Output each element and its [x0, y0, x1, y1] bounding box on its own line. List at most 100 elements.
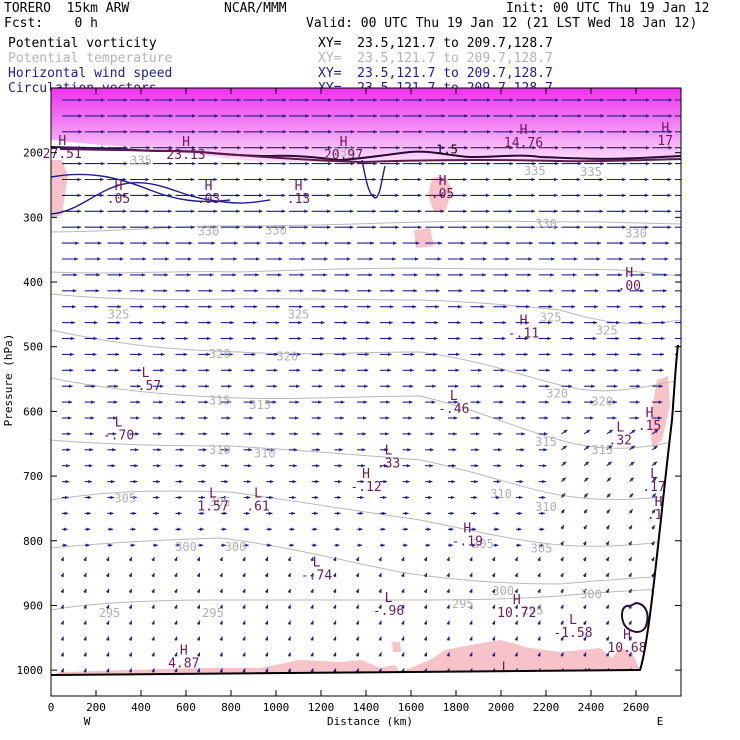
valid-time: Valid: 00 UTC Thu 19 Jan 12 (21 LST Wed …	[306, 16, 698, 31]
pv-contours	[51, 146, 681, 633]
theta-contour-label: 335	[524, 164, 546, 178]
extremum-value: .05	[107, 192, 130, 207]
theta-contour-label: 300	[175, 540, 197, 554]
high-marker: H	[340, 135, 348, 150]
extremum-value: -.96	[373, 604, 404, 619]
pv-shading-high-1	[428, 176, 452, 212]
theta-contour-label: 315	[209, 393, 231, 407]
low-marker: L	[313, 556, 321, 571]
field-xy-windspeed: XY= 23.5,121.7 to 209.7,128.7	[318, 66, 553, 81]
x-tick-label: 2600	[623, 701, 650, 714]
theta-contour-label: 300	[580, 587, 602, 601]
high-marker: H	[115, 179, 123, 194]
theta-contour-label: 330	[265, 223, 287, 237]
low-marker: L	[385, 591, 393, 606]
extremum-value: 27.51	[43, 147, 82, 162]
theta-contour-label: 305	[114, 492, 136, 506]
extremum-value: 23.13	[166, 148, 205, 163]
theta-contours	[51, 220, 681, 611]
y-tick-label: 900	[23, 599, 43, 612]
pv-shading-east	[650, 376, 670, 448]
extremum-value: .61	[246, 499, 269, 514]
x-axis-label: Distance (km)	[327, 715, 413, 728]
y-tick-label: 1000	[17, 664, 44, 677]
field-xy-pv: XY= 23.5,121.7 to 209.7,128.7	[318, 36, 553, 51]
theta-contour-label: 315	[535, 435, 557, 449]
extremum-value: -.19	[452, 534, 483, 549]
theta-contour-label: 310	[535, 500, 557, 514]
theta-contour-label: 325	[596, 324, 618, 338]
field-name-theta: Potential temperature	[8, 51, 173, 66]
circulation-vectors	[60, 98, 681, 673]
theta-contour-label: 325	[108, 307, 130, 321]
high-marker: H	[180, 644, 188, 659]
extremum-value: -.12	[350, 480, 381, 495]
theta-contour-label: 315	[249, 398, 271, 412]
x-tick-label: 2400	[578, 701, 605, 714]
theta-contour-label: 310	[254, 446, 276, 460]
theta-contour-label: 295	[99, 606, 121, 620]
high-marker: H	[58, 134, 66, 149]
terrain-profile	[50, 344, 681, 696]
west-label: W	[84, 715, 91, 728]
extremum-value: 10.68	[607, 641, 646, 656]
low-marker: L	[385, 444, 393, 459]
high-marker: H	[625, 266, 633, 281]
low-marker: L	[569, 613, 577, 628]
low-marker: L	[209, 486, 217, 501]
high-marker: H	[661, 121, 669, 136]
x-tick-label: 800	[221, 701, 241, 714]
extremum-value: .13	[287, 192, 310, 207]
theta-contour-label: 305	[209, 495, 231, 509]
pv-shading-small	[392, 642, 401, 652]
high-marker: H	[520, 123, 528, 138]
low-marker: L	[502, 660, 510, 675]
init-label: Init: 00 UTC Thu 19 Jan 12	[506, 1, 710, 16]
extremum-value: .03	[197, 192, 220, 207]
high-marker: H	[513, 593, 521, 608]
x-tick-label: 1200	[308, 701, 335, 714]
extremum-value: .17	[642, 480, 665, 495]
low-marker: L	[650, 467, 658, 482]
theta-contour-label: 310	[490, 487, 512, 501]
extremum-value: .15	[638, 419, 661, 434]
y-tick-label: 200	[23, 147, 43, 160]
high-marker: H	[439, 174, 447, 189]
theta-contour-label: 300	[225, 540, 247, 554]
y-tick-label: 300	[23, 211, 43, 224]
high-marker: H	[362, 467, 370, 482]
extremum-value: .32	[609, 433, 632, 448]
extremum-value: 1.57	[197, 499, 228, 514]
high-marker: H	[623, 628, 631, 643]
x-tick-label: 0	[48, 701, 55, 714]
pv-shading-surface	[51, 640, 650, 676]
pv-shading-high-2	[414, 228, 434, 248]
high-marker: H	[520, 314, 528, 329]
theta-contour-label: 300	[492, 584, 514, 598]
extremum-value: -.46	[438, 402, 469, 417]
low-marker: L	[142, 366, 150, 381]
extremum-value: -.11	[508, 327, 539, 342]
extremum-value: -.57	[130, 379, 161, 394]
high-marker: H	[655, 495, 663, 510]
theta-contour-label: 320	[591, 395, 613, 409]
east-label: E	[657, 715, 664, 728]
x-tick-label: 1000	[263, 701, 290, 714]
high-marker: H	[182, 135, 190, 150]
extremum-value: 17	[657, 134, 673, 149]
theta-contour-label: 295	[452, 597, 474, 611]
low-marker: L	[450, 389, 458, 404]
field-name-windspeed: Horizontal wind speed	[8, 66, 173, 81]
jet-core-shading	[51, 88, 681, 162]
theta-contour-label: 320	[209, 347, 231, 361]
theta-contour-label: 335	[130, 153, 152, 167]
theta-contour-label: 310	[209, 443, 231, 457]
theta-contour-label: 330	[198, 225, 220, 239]
y-tick-label: 500	[23, 341, 43, 354]
field-name-pv: Potential vorticity	[8, 36, 157, 51]
y-axis-label: Pressure (hPa)	[2, 334, 15, 427]
y-tick-label: 800	[23, 535, 43, 548]
x-tick-label: 1600	[398, 701, 425, 714]
theta-contour-label: 335	[580, 165, 602, 179]
